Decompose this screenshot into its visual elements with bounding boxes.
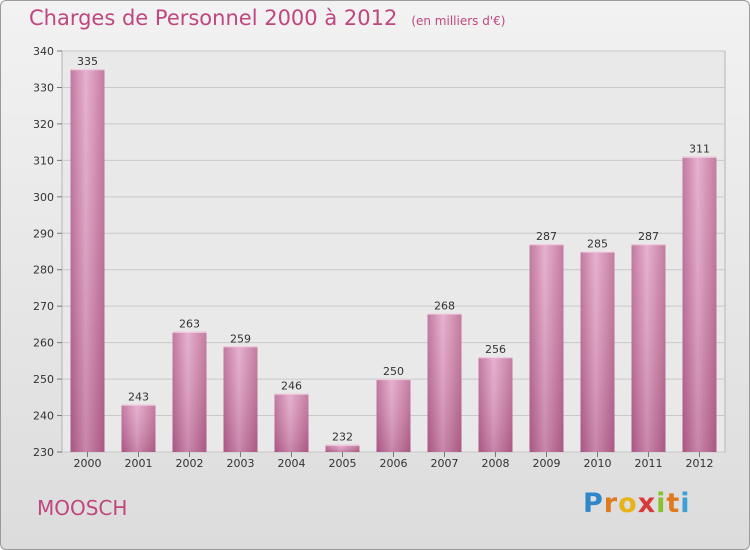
bar-value-label: 287 xyxy=(638,230,659,243)
bar-shade xyxy=(70,69,105,453)
bar-value-label: 256 xyxy=(485,343,506,356)
x-tick-label: 2007 xyxy=(431,457,459,470)
bar-value-label: 268 xyxy=(434,299,455,312)
y-tick-label: 290 xyxy=(33,227,54,240)
x-tick-label: 2001 xyxy=(125,457,153,470)
y-tick-label: 340 xyxy=(33,45,54,58)
chart-title-text: Charges de Personnel 2000 à 2012 xyxy=(29,6,398,30)
logo-letter: r xyxy=(603,488,619,519)
bar-shade xyxy=(121,404,156,452)
x-tick-label: 2008 xyxy=(482,457,510,470)
bar-value-label: 311 xyxy=(689,143,710,156)
bar-shade xyxy=(631,244,666,452)
y-axis-ticks: 230 240 250 260 270 280 290 300 310 320 330 340 xyxy=(33,45,62,459)
logo-letter: x xyxy=(637,488,657,519)
logo-letter: t xyxy=(666,488,681,519)
x-tick-label: 2003 xyxy=(227,457,255,470)
bar-value-label: 259 xyxy=(230,332,251,345)
bar-value-label: 243 xyxy=(128,391,149,404)
bar-value-label: 285 xyxy=(587,238,608,251)
y-tick-label: 230 xyxy=(33,446,54,459)
logo-letter: i xyxy=(680,488,691,519)
bars: 335 243 263 259 246 232 250 268 256 287 285 287 311 xyxy=(70,55,717,453)
bar-value-label: 263 xyxy=(179,318,200,331)
y-tick-label: 260 xyxy=(33,337,54,350)
logo-letter: P xyxy=(583,488,604,519)
y-tick-label: 330 xyxy=(33,81,54,94)
y-tick-label: 280 xyxy=(33,264,54,277)
x-axis-ticks: 2000 2001 2002 2003 2004 2005 2006 2007 2008 2009… xyxy=(74,452,714,470)
bar-shade xyxy=(580,251,615,452)
bar-shade xyxy=(478,357,513,452)
bar-shade xyxy=(376,379,411,452)
x-tick-label: 2000 xyxy=(74,457,102,470)
bar-value-label: 232 xyxy=(332,431,353,444)
bar-shade xyxy=(274,393,309,452)
commune-name: MOOSCH xyxy=(37,496,128,520)
chart-title: Charges de Personnel 2000 à 2012 (en mill… xyxy=(29,6,505,30)
bar-value-label: 287 xyxy=(536,230,557,243)
bar-shade xyxy=(682,156,717,452)
y-tick-label: 270 xyxy=(33,300,54,313)
x-tick-label: 2006 xyxy=(380,457,408,470)
x-tick-label: 2004 xyxy=(278,457,306,470)
bar-value-label: 250 xyxy=(383,365,404,378)
bar-shade xyxy=(223,346,258,452)
x-tick-label: 2012 xyxy=(686,457,714,470)
bar-shade xyxy=(427,313,462,452)
x-tick-label: 2009 xyxy=(533,457,561,470)
x-tick-label: 2002 xyxy=(176,457,204,470)
bar-value-label: 335 xyxy=(77,55,98,68)
x-tick-label: 2010 xyxy=(584,457,612,470)
bar-shade xyxy=(529,244,564,452)
proxiti-logo: Proxiti xyxy=(583,488,691,519)
bar-shade xyxy=(172,331,207,452)
y-tick-label: 310 xyxy=(33,154,54,167)
logo-letter: i xyxy=(656,488,667,519)
y-tick-label: 250 xyxy=(33,373,54,386)
x-tick-label: 2005 xyxy=(329,457,357,470)
chart-unit: (en milliers d'€) xyxy=(411,14,506,28)
bar-shade xyxy=(325,444,360,452)
logo-letter: o xyxy=(618,488,638,519)
bar-value-label: 246 xyxy=(281,380,302,393)
y-tick-label: 240 xyxy=(33,410,54,423)
y-tick-label: 300 xyxy=(33,191,54,204)
y-tick-label: 320 xyxy=(33,118,54,131)
x-tick-label: 2011 xyxy=(635,457,663,470)
